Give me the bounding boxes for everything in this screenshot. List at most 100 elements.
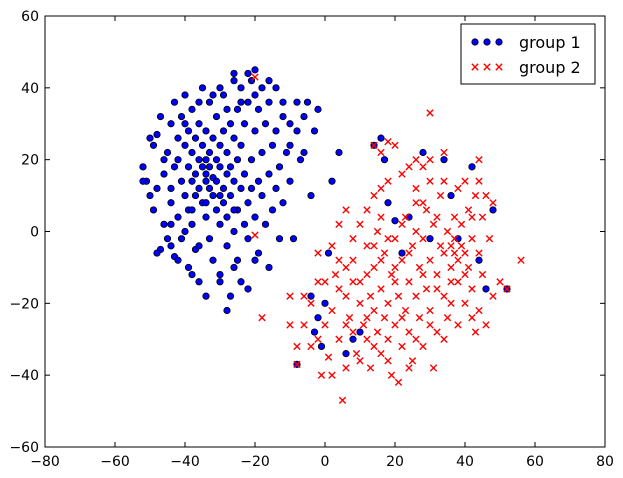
legend: group 1 group 2	[460, 23, 596, 85]
series-2-point	[293, 342, 301, 351]
series-2-point	[412, 335, 420, 343]
series-2-point-stroke-b	[251, 73, 259, 81]
series-1-point	[419, 148, 427, 157]
series-2-point	[450, 213, 459, 221]
series-1-point	[153, 184, 161, 192]
series-2-point-stroke-b	[391, 141, 399, 149]
series-2-point-stroke-b	[426, 256, 434, 264]
series-2-point	[387, 270, 396, 279]
y-tick-label: −40	[9, 368, 39, 384]
series-2-point-stroke-b	[398, 256, 406, 264]
series-1-point	[209, 91, 217, 99]
series-2-point-stroke-b	[426, 177, 434, 185]
series-2-point	[373, 227, 382, 236]
series-2-point	[394, 292, 403, 300]
series-2-point	[475, 249, 483, 257]
series-1-point	[216, 191, 224, 200]
series-2-point	[408, 357, 417, 365]
series-1-point	[209, 256, 217, 264]
series-1-point	[240, 170, 249, 178]
series-1-point	[219, 91, 228, 99]
y-tick-label: 40	[21, 81, 39, 97]
series-2-point-stroke-b	[450, 213, 459, 221]
series-2-point-stroke-b	[328, 242, 336, 250]
series-1-point	[202, 199, 210, 207]
series-1-point	[303, 98, 312, 106]
series-2-point	[384, 335, 392, 343]
series-1-point	[468, 163, 476, 171]
series-2-point-stroke-b	[370, 342, 378, 351]
series-2-point	[314, 249, 322, 257]
series-1-point	[240, 220, 249, 228]
series-1-point	[286, 177, 294, 185]
series-2-point-stroke-b	[457, 220, 466, 229]
series-2-point-stroke-b	[314, 335, 322, 343]
series-2-point	[363, 314, 371, 322]
series-2-point	[450, 234, 459, 243]
series-2-point-stroke-b	[391, 278, 399, 286]
series-2-point-stroke-b	[419, 234, 427, 243]
series-1-point	[181, 120, 189, 128]
series-2-point	[384, 177, 392, 185]
series-2-point	[314, 335, 322, 343]
series-2-point	[293, 360, 301, 369]
series-2-point-stroke-b	[377, 349, 385, 358]
series-2-point	[412, 199, 420, 207]
points-layer	[139, 66, 525, 405]
y-tick-label: 60	[21, 9, 39, 25]
series-1-point	[310, 328, 319, 336]
series-1-point	[146, 191, 154, 200]
series-2-point-stroke-b	[286, 321, 294, 329]
series-1-point	[177, 112, 186, 121]
series-2-point-stroke-b	[405, 249, 413, 257]
series-1-point	[188, 220, 196, 228]
series-1-point	[212, 206, 221, 214]
series-1-point	[286, 141, 294, 149]
series-2-point	[482, 321, 490, 329]
series-2-point	[443, 314, 452, 322]
series-2-point-stroke-b	[314, 249, 322, 257]
series-2-point	[391, 263, 399, 272]
series-2-point-stroke-b	[384, 138, 392, 146]
series-1-point	[216, 220, 224, 228]
series-2-point	[447, 263, 455, 272]
series-1-point	[216, 141, 224, 149]
series-2-point	[408, 242, 417, 250]
series-2-point-stroke-b	[447, 299, 455, 308]
series-1-point	[219, 199, 228, 207]
series-2-point-stroke-b	[412, 292, 420, 300]
series-1-point	[174, 213, 182, 221]
series-2-point-stroke-b	[349, 234, 357, 243]
series-1-point	[174, 256, 182, 264]
series-2-point-stroke-b	[370, 191, 378, 200]
series-1-point	[275, 235, 284, 243]
series-2-point	[328, 242, 336, 250]
series-1-point	[237, 278, 245, 286]
series-2-point	[401, 306, 410, 315]
series-2-point-stroke-b	[447, 242, 455, 250]
series-2-point-stroke-b	[475, 155, 483, 164]
legend-marker-stroke-b	[483, 63, 491, 71]
series-2-point	[464, 263, 473, 272]
legend-marker	[471, 63, 479, 71]
series-1-point	[139, 163, 147, 171]
series-1-point	[261, 120, 270, 128]
series-2-point	[461, 299, 469, 308]
series-2-point	[426, 177, 434, 185]
series-2-point-stroke-b	[401, 306, 410, 315]
series-2-point-stroke-b	[342, 292, 350, 300]
series-1-point	[251, 256, 259, 264]
series-2-point-stroke-b	[335, 220, 343, 229]
series-1-point	[482, 285, 490, 293]
x-tick-label: −40	[170, 454, 200, 470]
series-2-point	[440, 335, 448, 343]
series-1-point	[447, 191, 455, 200]
series-1-point	[209, 134, 217, 142]
series-1-point	[223, 105, 231, 113]
series-2-point-stroke-b	[482, 321, 490, 329]
series-2-point-stroke-b	[307, 299, 315, 308]
series-1-point	[167, 199, 175, 207]
series-2-point	[482, 191, 490, 200]
series-2-point	[338, 396, 347, 405]
